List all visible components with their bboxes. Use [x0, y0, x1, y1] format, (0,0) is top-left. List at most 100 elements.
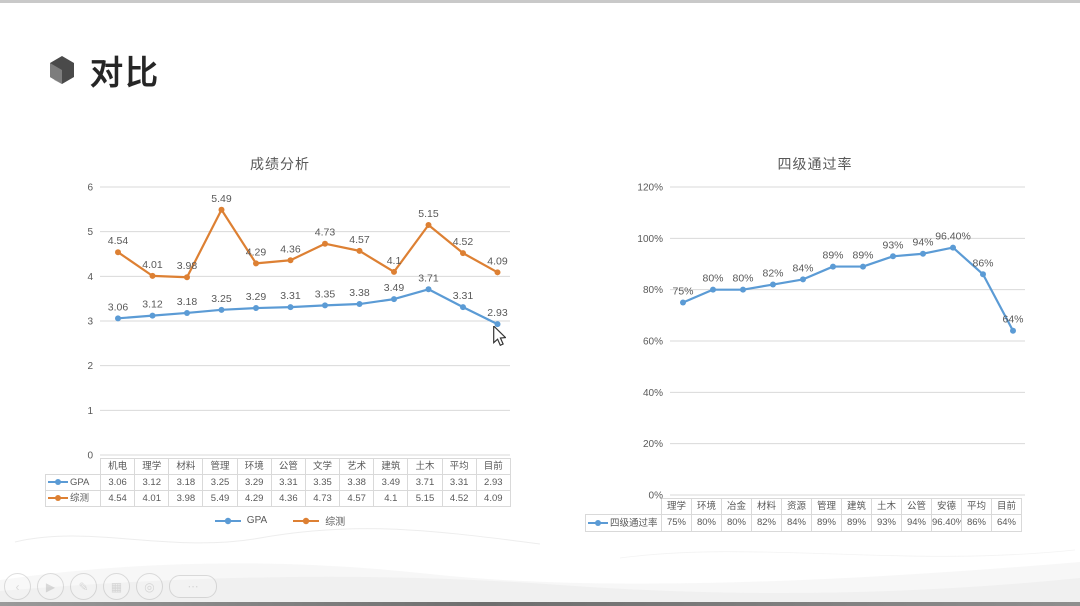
y-tick-label: 0 [87, 451, 93, 462]
y-tick-label: 60% [643, 337, 663, 348]
y-tick-label: 5 [87, 227, 93, 238]
chart-legend: GPA 综测 [40, 513, 520, 528]
table-cell: 5.15 [407, 490, 443, 507]
chart-title: 成绩分析 [250, 156, 310, 172]
data-point [184, 309, 190, 316]
data-label: 3.06 [108, 301, 129, 313]
chart-table: 机电 理学 材料 管理 环境 公管 文学 艺术 建筑 土木 平均 目前 GPA 3.06 3.12 3.18 3… [45, 458, 511, 507]
table-cell: 96.40% [931, 514, 962, 532]
series-line [117, 208, 499, 279]
bottom-border-bar [0, 602, 1080, 606]
data-point [287, 257, 294, 264]
table-cell: 84% [781, 514, 812, 532]
data-label: 4.52 [453, 236, 474, 248]
data-label: 4.01 [142, 259, 163, 271]
player-controls: ‹ ▶ ✎ ▦ ◎ ⋯ [4, 573, 217, 600]
data-point [391, 296, 397, 303]
table-cell: 3.29 [236, 474, 272, 491]
data-label: 84% [792, 262, 813, 274]
data-point [356, 301, 363, 308]
data-label: 3.71 [418, 272, 439, 284]
data-point [800, 276, 806, 283]
page-title: 对比 [48, 46, 160, 94]
data-label: 96.40% [935, 231, 971, 243]
table-cell: 75% [661, 514, 692, 532]
data-point [149, 312, 156, 319]
data-point [950, 244, 956, 251]
series-line [682, 246, 1014, 332]
legend-marker-icon [588, 519, 608, 526]
table-cell: 3.71 [407, 474, 443, 491]
table-cell: 4.73 [304, 490, 341, 507]
more-icon[interactable]: ⋯ [169, 575, 217, 598]
y-tick-label: 1 [87, 406, 93, 417]
table-cell: 3.38 [339, 474, 375, 491]
table-cell: 3.06 [99, 474, 136, 491]
cet4-passrate-chart[interactable]: 四级通过率 理学 环境 冶金 材料 资源 管理 建筑 土木 公管 安德 平均 目前 四级通过率 75% 80… [580, 150, 1050, 570]
data-point [218, 206, 225, 213]
data-point [1010, 327, 1016, 334]
data-point [253, 260, 259, 267]
table-cell: 3.35 [304, 474, 341, 491]
pen-icon[interactable]: ✎ [70, 573, 97, 600]
data-point [770, 281, 776, 288]
data-point [322, 240, 328, 247]
table-cell: 64% [991, 514, 1022, 532]
data-point [115, 249, 121, 256]
grid-icon[interactable]: ▦ [103, 573, 130, 600]
data-label: 4.57 [349, 234, 370, 246]
data-label: 80% [702, 273, 723, 285]
table-cell: 4.52 [441, 490, 477, 507]
table-cell: 3.12 [134, 474, 170, 491]
data-label: 86% [972, 257, 993, 269]
data-label: 5.49 [211, 193, 232, 205]
table-cell: 4.29 [236, 490, 272, 507]
data-point [920, 250, 926, 257]
table-cell: 2.93 [475, 474, 511, 491]
table-cell: 80% [691, 514, 722, 532]
data-point [494, 321, 501, 328]
data-label: 3.29 [246, 291, 267, 303]
table-cell: 89% [841, 514, 872, 532]
y-tick-label: 40% [643, 388, 663, 399]
data-label: 4.09 [487, 255, 508, 267]
y-tick-label: 20% [643, 439, 663, 450]
play-icon[interactable]: ▶ [37, 573, 64, 600]
data-point [494, 269, 501, 276]
data-label: 3.38 [349, 287, 370, 299]
series-name: GPA [70, 477, 90, 488]
hexagon-icon [50, 56, 74, 84]
data-point [980, 271, 986, 278]
series-name: 综测 [70, 493, 90, 504]
legend-label: GPA [246, 515, 268, 526]
laser-icon[interactable]: ◎ [136, 573, 163, 600]
data-label: 4.29 [246, 246, 267, 258]
data-point [740, 286, 746, 293]
table-row: 四级通过率 75% 80% 80% 82% 84% 89% 89% 93% 94% 96.40% 86… [585, 514, 1022, 532]
data-label: 3.98 [177, 260, 198, 272]
mouse-cursor [493, 326, 506, 346]
data-label: 3.12 [142, 299, 163, 311]
data-label: 3.31 [280, 290, 301, 302]
back-icon[interactable]: ‹ [4, 573, 31, 600]
table-row: 综测 4.54 4.01 3.98 5.49 4.29 4.36 4.73 4.57 4.1 5.1… [45, 490, 511, 507]
data-label: 3.25 [211, 293, 232, 305]
data-label: 4.1 [387, 255, 402, 267]
table-cell: 4.54 [99, 490, 136, 507]
data-point [425, 286, 432, 293]
table-cell: 94% [901, 514, 932, 532]
data-point [391, 268, 397, 275]
data-point [425, 221, 432, 228]
data-label: 82% [762, 268, 783, 280]
data-label: 3.18 [177, 296, 198, 308]
legend-marker-icon [48, 495, 68, 502]
legend-label: 综测 [325, 517, 346, 528]
table-cell: 4.09 [475, 490, 511, 507]
y-tick-label: 0% [649, 491, 664, 502]
table-row: GPA 3.06 3.12 3.18 3.25 3.29 3.31 3.35 3.38 3.49 3… [45, 474, 511, 491]
table-cell: 86% [961, 514, 992, 532]
data-label: 3.49 [384, 282, 405, 294]
data-label: 2.93 [487, 307, 508, 319]
grade-analysis-chart[interactable]: 成绩分析 机电 理学 材料 管理 环境 公管 文学 艺术 建筑 土木 平均 目前 GPA 3.06 3.12… [40, 150, 520, 570]
y-tick-label: 120% [637, 183, 663, 194]
